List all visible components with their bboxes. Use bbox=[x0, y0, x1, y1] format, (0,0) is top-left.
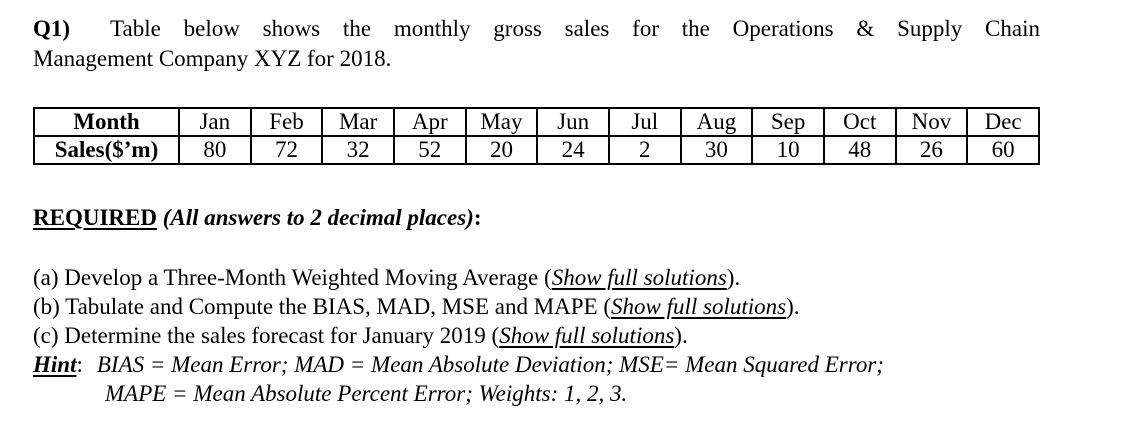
sales-cell: 60 bbox=[966, 135, 1040, 165]
required-heading: REQUIRED bbox=[33, 205, 157, 230]
question-intro-line1: Q1) Table below shows the monthly gross s… bbox=[33, 14, 1040, 44]
show-solutions-emphasis: Show full solutions bbox=[551, 265, 727, 290]
month-cell: Aug bbox=[679, 107, 754, 137]
month-cell: Nov bbox=[894, 107, 969, 137]
sales-cell: 80 bbox=[178, 135, 252, 165]
sales-cell: 30 bbox=[679, 135, 754, 165]
sales-cell: 20 bbox=[464, 135, 539, 165]
hint-colon: : bbox=[76, 352, 83, 377]
month-cell: Oct bbox=[822, 107, 897, 137]
requirement-item-b: (b) Tabulate and Compute the BIAS, MAD, … bbox=[33, 292, 1040, 321]
hint-text-line2: MAPE = Mean Absolute Percent Error; Weig… bbox=[105, 381, 628, 406]
required-qualifier: (All answers to 2 decimal places) bbox=[162, 205, 474, 230]
month-cell: Jun bbox=[536, 107, 610, 137]
table-row-months: Month Jan Feb Mar Apr May Jun Jul Aug Se… bbox=[33, 107, 1040, 137]
item-suffix: ). bbox=[726, 265, 741, 290]
month-header-cell: Month bbox=[33, 107, 180, 137]
sales-cell: 10 bbox=[751, 135, 825, 165]
item-prefix: (a) Develop a Three-Month Weighted Movin… bbox=[33, 265, 552, 290]
month-cell: Mar bbox=[321, 107, 395, 137]
sales-table: Month Jan Feb Mar Apr May Jun Jul Aug Se… bbox=[33, 107, 1040, 165]
hint-label: Hint bbox=[33, 352, 77, 377]
requirement-item-c: (c) Determine the sales forecast for Jan… bbox=[33, 321, 1040, 350]
month-cell: Jul bbox=[607, 107, 682, 137]
requirements-list: (a) Develop a Three-Month Weighted Movin… bbox=[33, 263, 1040, 408]
item-suffix: ). bbox=[786, 294, 800, 319]
month-cell: May bbox=[464, 107, 539, 137]
hint-text-line1: BIAS = Mean Error; MAD = Mean Absolute D… bbox=[96, 352, 884, 377]
item-suffix: ). bbox=[674, 323, 688, 348]
sales-cell: 32 bbox=[321, 135, 395, 165]
hint-line2: MAPE = Mean Absolute Percent Error; Weig… bbox=[33, 379, 1040, 408]
sales-header-cell: Sales($’m) bbox=[33, 135, 180, 165]
sales-cell: 2 bbox=[607, 135, 682, 165]
table-row-sales: Sales($’m) 80 72 32 52 20 24 2 30 10 48 … bbox=[33, 135, 1040, 165]
item-prefix: (c) Determine the sales forecast for Jan… bbox=[33, 323, 500, 348]
question-intro-text: Table below shows the monthly gross sale… bbox=[110, 16, 1040, 41]
sales-cell: 24 bbox=[536, 135, 610, 165]
sales-cell: 48 bbox=[822, 135, 897, 165]
show-solutions-emphasis: Show full solutions bbox=[499, 323, 675, 348]
sales-cell: 52 bbox=[392, 135, 467, 165]
item-prefix: (b) Tabulate and Compute the BIAS, MAD, … bbox=[33, 294, 612, 319]
required-line: REQUIRED (All answers to 2 decimal place… bbox=[33, 203, 1040, 233]
requirement-item-a: (a) Develop a Three-Month Weighted Movin… bbox=[33, 263, 1040, 292]
sales-cell: 26 bbox=[894, 135, 969, 165]
question-paragraph: Q1) Table below shows the monthly gross s… bbox=[33, 14, 1040, 74]
month-cell: Sep bbox=[751, 107, 825, 137]
month-cell: Apr bbox=[392, 107, 467, 137]
question-intro-line2: Management Company XYZ for 2018. bbox=[33, 46, 392, 71]
required-colon: : bbox=[473, 205, 482, 230]
sales-cell: 72 bbox=[249, 135, 324, 165]
hint-line1: Hint: BIAS = Mean Error; MAD = Mean Absol… bbox=[33, 350, 1040, 379]
month-cell: Feb bbox=[249, 107, 324, 137]
month-cell: Jan bbox=[178, 107, 252, 137]
question-number: Q1) bbox=[33, 16, 71, 41]
show-solutions-emphasis: Show full solutions bbox=[611, 294, 787, 319]
month-cell: Dec bbox=[966, 107, 1040, 137]
